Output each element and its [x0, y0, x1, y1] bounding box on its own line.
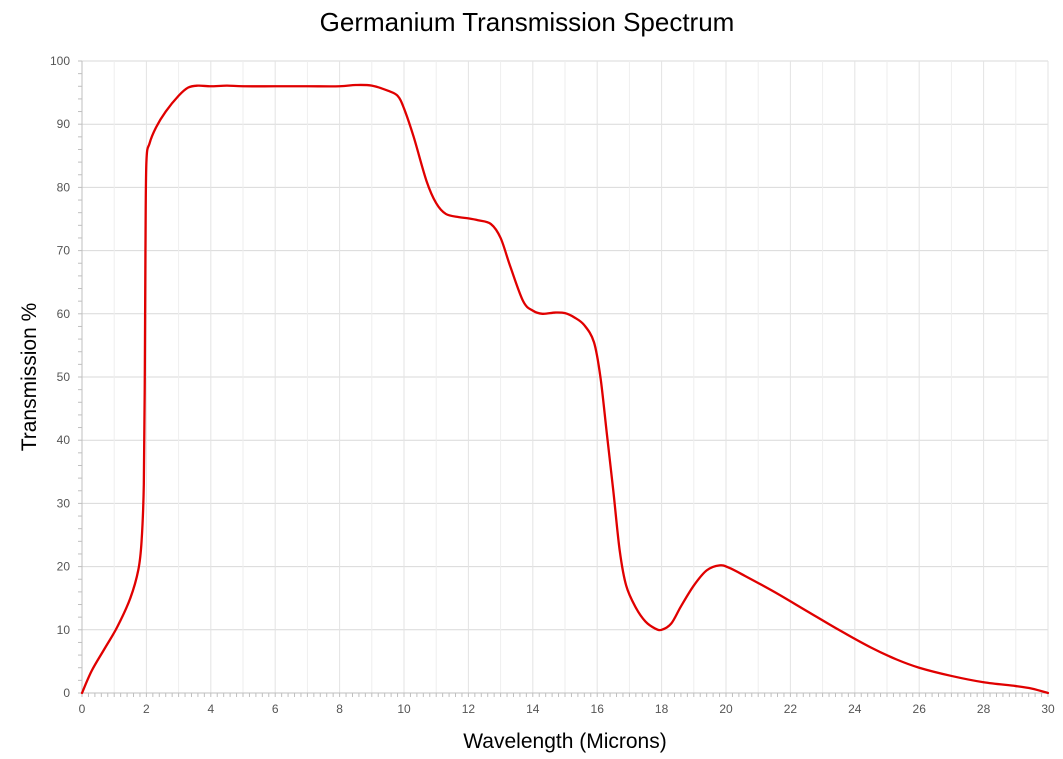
- y-tick-labels: 0 10 20 30 40 50 60 70 80 90 100: [50, 54, 70, 700]
- x-tick-label: 12: [462, 702, 476, 716]
- x-tick-label: 24: [848, 702, 862, 716]
- y-tick-label: 30: [57, 496, 71, 510]
- x-tick-label: 10: [397, 702, 411, 716]
- x-tick-label: 22: [784, 702, 798, 716]
- x-tick-label: 20: [719, 702, 733, 716]
- y-tick-label: 40: [57, 433, 71, 447]
- x-tick-label: 8: [336, 702, 343, 716]
- x-axis-title: Wavelength (Microns): [463, 730, 666, 753]
- x-tick-labels: 0 2 4 6 8 10 12 14 16 18 20 22 24 26 28 30: [79, 702, 1055, 716]
- chart-title: Germanium Transmission Spectrum: [320, 7, 735, 37]
- x-tick-label: 4: [207, 702, 214, 716]
- y-tick-label: 70: [57, 244, 71, 258]
- y-tick-label: 60: [57, 307, 71, 321]
- y-tick-label: 100: [50, 54, 70, 68]
- x-tick-label: 2: [143, 702, 150, 716]
- axes: [78, 60, 1049, 697]
- series-layer: [80, 83, 1050, 695]
- x-tick-label: 6: [272, 702, 279, 716]
- x-tick-label: 26: [913, 702, 927, 716]
- x-tick-label: 0: [79, 702, 86, 716]
- transmission-line: [80, 83, 1050, 695]
- y-tick-label: 90: [57, 117, 71, 131]
- y-tick-label: 50: [57, 370, 71, 384]
- y-tick-label: 20: [57, 560, 71, 574]
- y-axis-title: Transmission %: [18, 303, 41, 452]
- y-tick-label: 0: [63, 686, 70, 700]
- x-tick-label: 28: [977, 702, 991, 716]
- x-tick-label: 16: [591, 702, 605, 716]
- y-tick-label: 80: [57, 180, 71, 194]
- x-tick-label: 30: [1041, 702, 1055, 716]
- x-tick-label: 18: [655, 702, 669, 716]
- x-tick-label: 14: [526, 702, 540, 716]
- y-tick-label: 10: [57, 623, 71, 637]
- grid: [82, 60, 1049, 693]
